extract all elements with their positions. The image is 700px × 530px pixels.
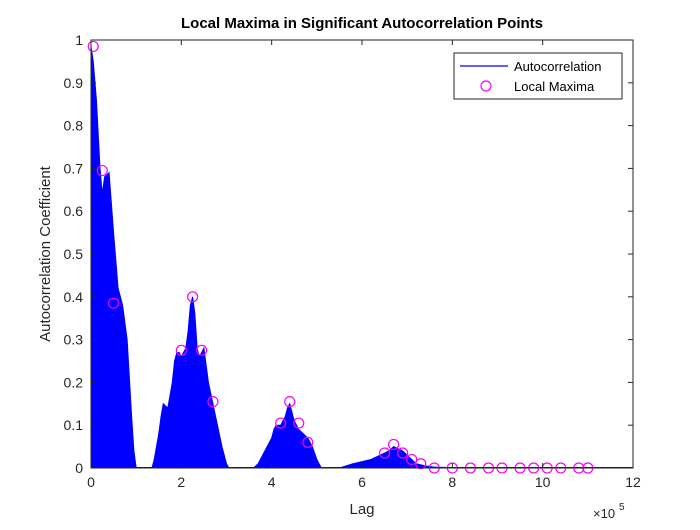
local-maximum-point	[415, 458, 427, 470]
x-tick-label: 12	[625, 474, 641, 490]
y-tick-label: 0.1	[64, 417, 84, 433]
legend-autocorrelation-label: Autocorrelation	[514, 59, 601, 74]
y-tick-label: 0.2	[64, 374, 84, 390]
legend-local-maxima-marker	[480, 80, 492, 92]
local-maximum-point	[207, 396, 219, 408]
y-tick-label: 0.7	[64, 160, 84, 176]
x-axis-label: Lag	[349, 501, 374, 518]
x-tick-label: 10	[535, 474, 551, 490]
y-tick-label: 0.9	[64, 75, 84, 91]
local-maximum-point	[107, 297, 120, 309]
local-maximum-point	[302, 436, 314, 448]
local-maximum-point	[378, 447, 391, 459]
x-exponent-power: 5	[619, 502, 625, 513]
x-tick-label: 4	[268, 474, 276, 490]
local-maximum-point	[388, 438, 400, 451]
y-tick-label: 0.4	[64, 289, 84, 305]
local-maximum-point	[187, 291, 199, 303]
y-tick-label: 0	[75, 460, 83, 476]
x-tick-label: 8	[448, 474, 456, 490]
y-tick-label: 0.3	[64, 332, 84, 348]
x-tick-label: 6	[358, 474, 366, 490]
chart-title: Local Maxima in Significant Autocorrelat…	[181, 15, 543, 32]
local-maximum-point	[87, 40, 99, 53]
y-tick-label: 0.5	[64, 246, 84, 262]
x-exponent-base: ×10	[593, 506, 615, 521]
local-maximum-point	[196, 344, 208, 356]
x-tick-label: 0	[87, 474, 95, 490]
local-maximum-point	[293, 417, 305, 429]
local-maximum-point	[284, 396, 296, 408]
y-axis-label: Autocorrelation Coefficient	[37, 165, 54, 341]
legend-local-maxima-label: Local Maxima	[514, 79, 595, 94]
local-maximum-point	[406, 453, 418, 466]
local-maximum-point	[397, 447, 409, 459]
y-tick-label: 1	[75, 32, 83, 48]
legend: Autocorrelation Local Maxima	[453, 52, 623, 100]
local-maximum-point	[275, 417, 287, 429]
y-tick-label: 0.6	[64, 203, 84, 219]
local-maximum-point	[175, 344, 187, 356]
y-tick-label: 0.8	[64, 118, 84, 134]
tick-layer: 0 2 4 6 8 10 12 0 0.1 0.2 0.3 0.4 0.5 0.6 0.7 0.8 0.9 1	[64, 32, 641, 490]
legend-box	[453, 52, 623, 100]
x-tick-label: 2	[177, 474, 185, 490]
local-maximum-point	[96, 164, 108, 177]
